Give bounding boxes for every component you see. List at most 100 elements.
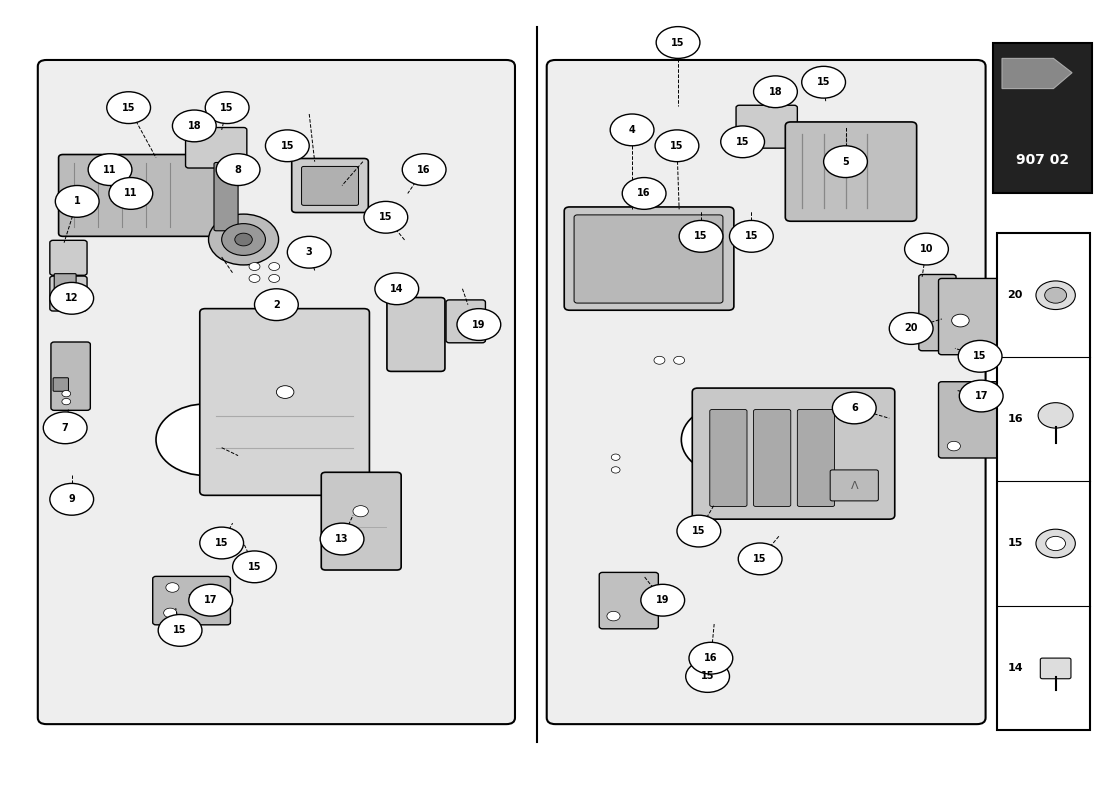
FancyBboxPatch shape	[1041, 658, 1071, 678]
Text: 15: 15	[701, 671, 714, 682]
FancyBboxPatch shape	[292, 158, 368, 213]
Circle shape	[754, 76, 798, 108]
Text: 16: 16	[704, 653, 717, 663]
Text: 15: 15	[220, 102, 234, 113]
Circle shape	[353, 506, 369, 517]
Text: 11: 11	[124, 189, 138, 198]
Text: 10: 10	[920, 244, 933, 254]
Text: 8: 8	[234, 165, 242, 174]
Text: 9: 9	[52, 423, 57, 432]
Circle shape	[43, 412, 87, 444]
Text: 6: 6	[851, 403, 858, 413]
Circle shape	[607, 611, 620, 621]
Circle shape	[656, 130, 699, 162]
Text: 20: 20	[1008, 290, 1023, 300]
FancyBboxPatch shape	[200, 309, 370, 495]
Text: 15: 15	[671, 38, 685, 47]
FancyBboxPatch shape	[446, 300, 485, 342]
Text: 16: 16	[637, 189, 651, 198]
Circle shape	[209, 214, 278, 265]
Circle shape	[641, 584, 684, 616]
Circle shape	[685, 661, 729, 692]
Circle shape	[720, 126, 764, 158]
Circle shape	[217, 154, 260, 186]
FancyBboxPatch shape	[736, 106, 798, 148]
Circle shape	[612, 466, 620, 473]
FancyBboxPatch shape	[754, 410, 791, 506]
Circle shape	[222, 224, 265, 255]
Text: 7: 7	[62, 423, 68, 433]
Text: 15: 15	[122, 102, 135, 113]
Circle shape	[234, 233, 252, 246]
Circle shape	[166, 582, 179, 592]
Circle shape	[156, 404, 254, 475]
Text: 19: 19	[656, 595, 670, 605]
Text: 12: 12	[65, 294, 78, 303]
Text: a passion for parts since 1985: a passion for parts since 1985	[166, 414, 376, 458]
Text: 15: 15	[248, 562, 262, 572]
FancyBboxPatch shape	[547, 60, 986, 724]
Text: 2: 2	[273, 300, 279, 310]
Circle shape	[970, 391, 983, 401]
Text: 18: 18	[187, 121, 201, 131]
Text: 15: 15	[974, 351, 987, 362]
Circle shape	[249, 274, 260, 282]
Circle shape	[107, 92, 151, 123]
FancyBboxPatch shape	[785, 122, 916, 222]
Text: 15: 15	[736, 137, 749, 147]
Circle shape	[676, 515, 720, 547]
FancyBboxPatch shape	[387, 298, 444, 371]
Text: 20: 20	[904, 323, 917, 334]
FancyBboxPatch shape	[564, 207, 734, 310]
Text: 18: 18	[769, 86, 782, 97]
FancyBboxPatch shape	[214, 162, 238, 230]
Text: 9: 9	[68, 494, 75, 504]
Circle shape	[679, 221, 723, 252]
Text: 15: 15	[1008, 538, 1023, 549]
Text: eurospares: eurospares	[642, 367, 873, 433]
Text: 5: 5	[843, 157, 849, 166]
Circle shape	[889, 313, 933, 344]
FancyBboxPatch shape	[53, 378, 68, 391]
Circle shape	[364, 202, 408, 233]
Text: 4: 4	[629, 125, 636, 135]
Circle shape	[268, 274, 279, 282]
Text: 16: 16	[417, 165, 431, 174]
FancyBboxPatch shape	[918, 274, 956, 350]
Circle shape	[689, 642, 733, 674]
Circle shape	[947, 442, 960, 451]
Text: 19: 19	[472, 319, 485, 330]
FancyBboxPatch shape	[54, 274, 76, 291]
Circle shape	[173, 110, 217, 142]
Polygon shape	[1002, 58, 1072, 89]
Text: 11: 11	[103, 165, 117, 174]
Circle shape	[50, 282, 94, 314]
Circle shape	[456, 309, 501, 341]
Circle shape	[729, 221, 773, 252]
Text: 14: 14	[390, 284, 404, 294]
Circle shape	[62, 390, 70, 397]
Circle shape	[287, 236, 331, 268]
Circle shape	[824, 146, 868, 178]
FancyBboxPatch shape	[574, 215, 723, 303]
Circle shape	[232, 551, 276, 582]
Text: 907 02: 907 02	[1016, 153, 1069, 167]
Text: Λ: Λ	[850, 481, 858, 490]
Bar	[997, 233, 1090, 730]
FancyBboxPatch shape	[600, 572, 659, 629]
Text: 15: 15	[754, 554, 767, 564]
Text: 1: 1	[74, 196, 80, 206]
Text: 15: 15	[692, 526, 705, 536]
Text: 15: 15	[670, 141, 684, 150]
Circle shape	[206, 92, 249, 123]
Text: 15: 15	[214, 538, 229, 548]
Circle shape	[673, 356, 684, 364]
Circle shape	[189, 584, 232, 616]
Circle shape	[623, 178, 666, 210]
Text: 15: 15	[174, 626, 187, 635]
Circle shape	[109, 178, 153, 210]
Circle shape	[904, 233, 948, 265]
Circle shape	[403, 154, 446, 186]
Circle shape	[164, 608, 177, 618]
FancyBboxPatch shape	[50, 276, 87, 311]
